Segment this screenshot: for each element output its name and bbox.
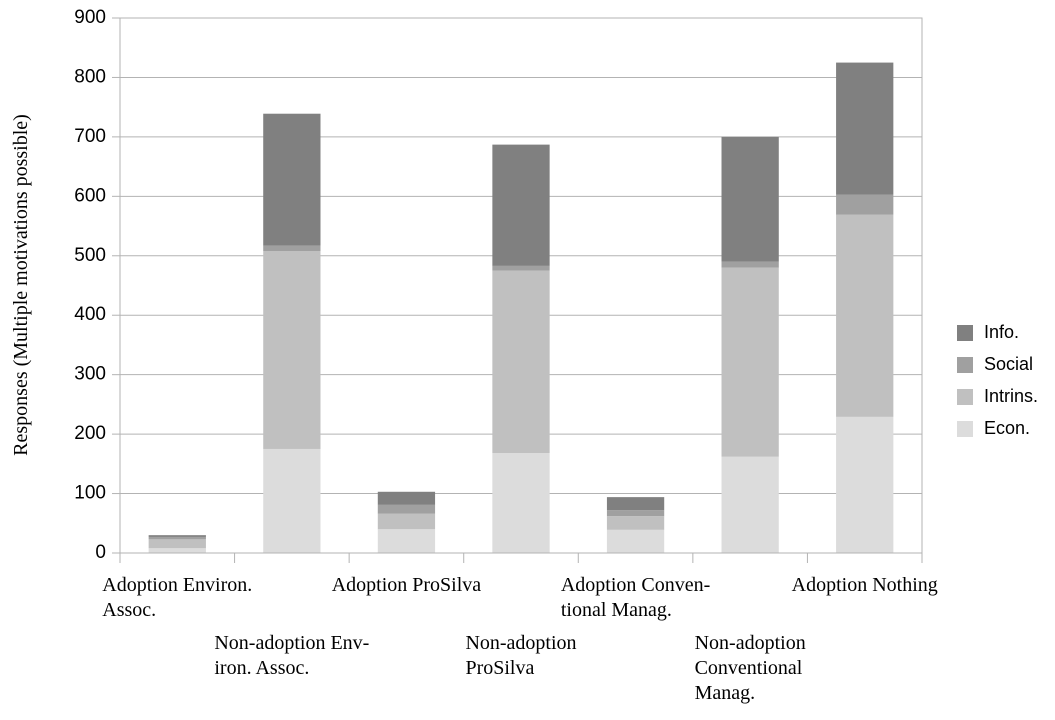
bar-segment (721, 136, 779, 262)
y-tick-label: 800 (74, 66, 106, 87)
bar-segment (377, 513, 436, 530)
legend-label: Social (984, 354, 1033, 374)
y-tick-label: 0 (95, 542, 106, 563)
y-tick-label: 100 (74, 483, 106, 504)
y-tick-label: 200 (74, 423, 106, 444)
y-tick-label: 300 (74, 364, 106, 385)
bar-segment (836, 194, 894, 215)
legend-swatch (957, 421, 973, 437)
bar-segment (836, 416, 894, 553)
bar-segment (148, 539, 206, 549)
legend-swatch (957, 325, 973, 341)
bar-segment (721, 267, 779, 457)
bar-segment (263, 113, 321, 246)
bar-segment (263, 245, 321, 252)
y-tick-label: 900 (74, 7, 106, 28)
bar-segment (492, 270, 550, 454)
x-tick-label: Non-adoption Env- iron. Assoc. (214, 632, 370, 679)
y-tick-label: 400 (74, 304, 106, 325)
bar-segment (721, 261, 779, 268)
bar-segment (606, 529, 665, 553)
bar-segment (263, 448, 321, 553)
bar-segment (836, 62, 894, 195)
bar-segment (836, 214, 894, 417)
legend-swatch (957, 357, 973, 373)
x-tick-label: Adoption ProSilva (331, 574, 482, 596)
bar-segment (377, 504, 436, 514)
bar-segment (606, 497, 665, 511)
y-tick-label: 700 (74, 126, 106, 147)
bar-segment (148, 536, 206, 540)
bar-segment (148, 548, 206, 553)
x-tick-label: Adoption Environ. Assoc. (102, 574, 253, 621)
x-tick-label: Adoption Nothing (791, 574, 938, 596)
bar-segment (492, 265, 550, 271)
bar-segment (492, 144, 550, 266)
bar-segment (492, 453, 550, 553)
legend-label: Intrins. (984, 386, 1038, 406)
y-tick-label: 600 (74, 185, 106, 206)
x-tick-label: Non-adoption Conventional Manag. (694, 632, 806, 704)
bar-segment (606, 510, 665, 517)
bar-segment (721, 456, 779, 553)
bar-segment (263, 251, 321, 449)
bar-segment (377, 529, 436, 553)
y-tick-label: 500 (74, 245, 106, 266)
x-tick-label: Adoption Conven- tional Manag. (560, 574, 711, 621)
bar-segment (377, 491, 436, 505)
x-tick-label: Non-adoption ProSilva (465, 632, 577, 679)
legend-label: Info. (984, 322, 1019, 342)
legend-label: Econ. (984, 418, 1030, 438)
bar-segment (148, 535, 206, 537)
bar-segment (606, 516, 665, 530)
plot-frame (119, 17, 923, 554)
y-axis-title: Responses (Multiple motivations possible… (10, 114, 32, 456)
legend-swatch (957, 389, 973, 405)
